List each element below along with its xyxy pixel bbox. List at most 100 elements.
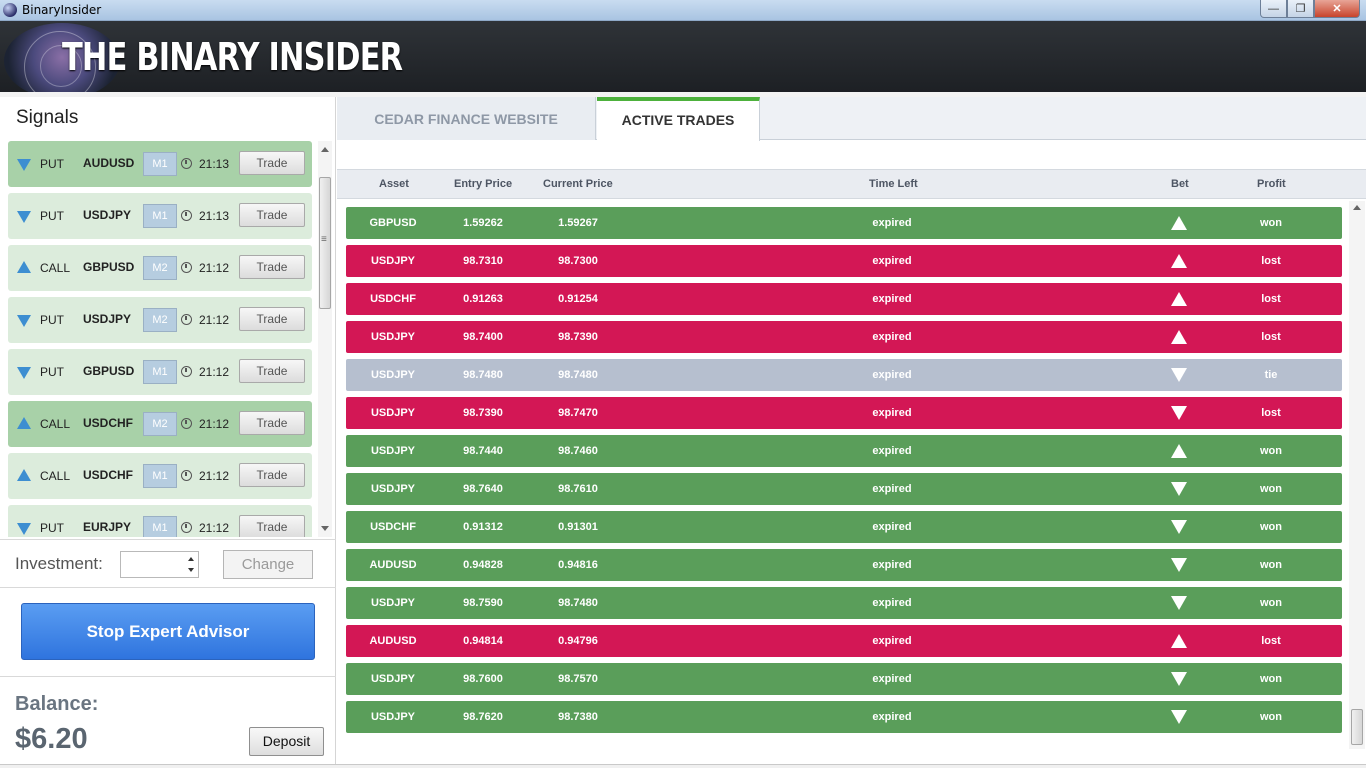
signal-direction: CALL — [40, 261, 71, 275]
tab-cedar-finance-website[interactable]: CEDAR FINANCE WEBSITE — [337, 97, 596, 140]
trade-current-price: 0.91301 — [558, 521, 598, 533]
trades-scrollbar[interactable] — [1349, 201, 1365, 749]
table-row: USDJPY 98.7400 98.7390 expired lost — [346, 321, 1342, 353]
spin-down-icon[interactable] — [188, 568, 194, 572]
trade-current-price: 98.7390 — [558, 331, 598, 343]
stop-expert-advisor-button[interactable]: Stop Expert Advisor — [21, 603, 315, 660]
clock-icon — [181, 418, 192, 429]
signal-asset: AUDUSD — [83, 156, 135, 170]
tab-active-trades[interactable]: ACTIVE TRADES — [597, 97, 760, 141]
spin-up-icon[interactable] — [188, 557, 194, 561]
signal-time: 21:13 — [199, 209, 230, 223]
table-row: USDJPY 98.7310 98.7300 expired lost — [346, 245, 1342, 277]
bet-down-icon — [1171, 406, 1187, 420]
bet-down-icon — [1171, 596, 1187, 610]
trade-time-left: expired — [872, 521, 912, 533]
signals-title: Signals — [16, 107, 79, 128]
trade-button[interactable]: Trade — [239, 203, 305, 227]
logo-text: THE BINARY INSIDER — [62, 35, 403, 79]
signal-direction: PUT — [40, 313, 64, 327]
signal-asset: USDCHF — [83, 416, 133, 430]
window-bottom-edge — [0, 764, 1366, 768]
signal-timeframe: M1 — [143, 204, 177, 228]
trade-asset: GBPUSD — [369, 217, 417, 229]
table-row: USDJPY 98.7620 98.7380 expired won — [346, 701, 1342, 733]
trade-button[interactable]: Trade — [239, 515, 305, 537]
trade-asset: USDJPY — [370, 673, 416, 685]
bet-down-icon — [1171, 672, 1187, 686]
scrollbar-thumb[interactable] — [319, 177, 331, 309]
trade-entry-price: 98.7590 — [463, 597, 503, 609]
signal-direction: PUT — [40, 521, 64, 535]
trade-button[interactable]: Trade — [239, 359, 305, 383]
scroll-down-icon[interactable] — [321, 526, 329, 531]
bet-up-icon — [1171, 634, 1187, 648]
trade-time-left: expired — [872, 331, 912, 343]
maximize-button[interactable]: ❐ — [1287, 0, 1314, 18]
bet-down-icon — [1171, 520, 1187, 534]
trade-current-price: 0.91254 — [558, 293, 598, 305]
trade-current-price: 98.7470 — [558, 407, 598, 419]
signal-timeframe: M1 — [143, 464, 177, 488]
trade-profit: lost — [1261, 293, 1281, 305]
signal-asset: USDJPY — [83, 208, 132, 222]
trade-button[interactable]: Trade — [239, 255, 305, 279]
clock-icon — [181, 158, 192, 169]
col-entry-price: Entry Price — [454, 178, 513, 190]
bet-up-icon — [1171, 330, 1187, 344]
table-row: USDJPY 98.7640 98.7610 expired won — [346, 473, 1342, 505]
trade-profit: won — [1260, 673, 1282, 685]
trade-profit: won — [1260, 559, 1282, 571]
trade-asset: USDJPY — [370, 711, 416, 723]
investment-input[interactable] — [120, 551, 199, 578]
trade-time-left: expired — [872, 483, 912, 495]
arrow-down-icon — [17, 367, 31, 379]
trade-asset: USDCHF — [370, 521, 416, 533]
minimize-button[interactable]: — — [1260, 0, 1287, 18]
table-row: USDJPY 98.7480 98.7480 expired tie — [346, 359, 1342, 391]
trade-entry-price: 98.7620 — [463, 711, 503, 723]
table-row: GBPUSD 1.59262 1.59267 expired won — [346, 207, 1342, 239]
signal-time: 21:12 — [199, 365, 230, 379]
trade-current-price: 98.7570 — [558, 673, 598, 685]
trade-asset: USDJPY — [370, 483, 416, 495]
col-time-left: Time Left — [869, 178, 918, 190]
signal-timeframe: M1 — [143, 516, 177, 537]
trade-asset: AUDUSD — [369, 559, 417, 571]
header-divider — [0, 92, 1366, 97]
table-row: AUDUSD 0.94828 0.94816 expired won — [346, 549, 1342, 581]
trade-profit: won — [1260, 217, 1282, 229]
trade-button[interactable]: Trade — [239, 307, 305, 331]
divider — [0, 539, 336, 540]
divider — [0, 676, 336, 677]
trade-entry-price: 0.91263 — [463, 293, 503, 305]
signals-scrollbar[interactable] — [318, 141, 332, 537]
signal-asset: GBPUSD — [83, 364, 135, 378]
scroll-up-icon[interactable] — [321, 147, 329, 152]
trade-entry-price: 0.94814 — [463, 635, 503, 647]
scrollbar-thumb[interactable] — [1351, 709, 1363, 745]
change-button[interactable]: Change — [223, 550, 313, 579]
trade-time-left: expired — [872, 255, 912, 267]
close-button[interactable]: ✕ — [1314, 0, 1360, 18]
investment-label: Investment: — [15, 554, 103, 573]
clock-icon — [181, 366, 192, 377]
signal-item: CALL GBPUSD M2 21:12 Trade — [8, 245, 312, 291]
window-titlebar: BinaryInsider — ❐ ✕ — [0, 0, 1366, 21]
trade-button[interactable]: Trade — [239, 151, 305, 175]
trade-current-price: 98.7480 — [558, 597, 598, 609]
signal-timeframe: M1 — [143, 360, 177, 384]
trade-asset: USDJPY — [370, 407, 416, 419]
trade-time-left: expired — [872, 293, 912, 305]
deposit-button[interactable]: Deposit — [249, 727, 324, 756]
trade-profit: lost — [1261, 635, 1281, 647]
clock-icon — [181, 522, 192, 533]
trade-button[interactable]: Trade — [239, 463, 305, 487]
signal-asset: GBPUSD — [83, 260, 135, 274]
scroll-up-icon[interactable] — [1353, 205, 1361, 210]
trade-entry-price: 0.94828 — [463, 559, 503, 571]
trade-entry-price: 98.7640 — [463, 483, 503, 495]
trade-button[interactable]: Trade — [239, 411, 305, 435]
trade-current-price: 98.7460 — [558, 445, 598, 457]
trade-profit: lost — [1261, 255, 1281, 267]
